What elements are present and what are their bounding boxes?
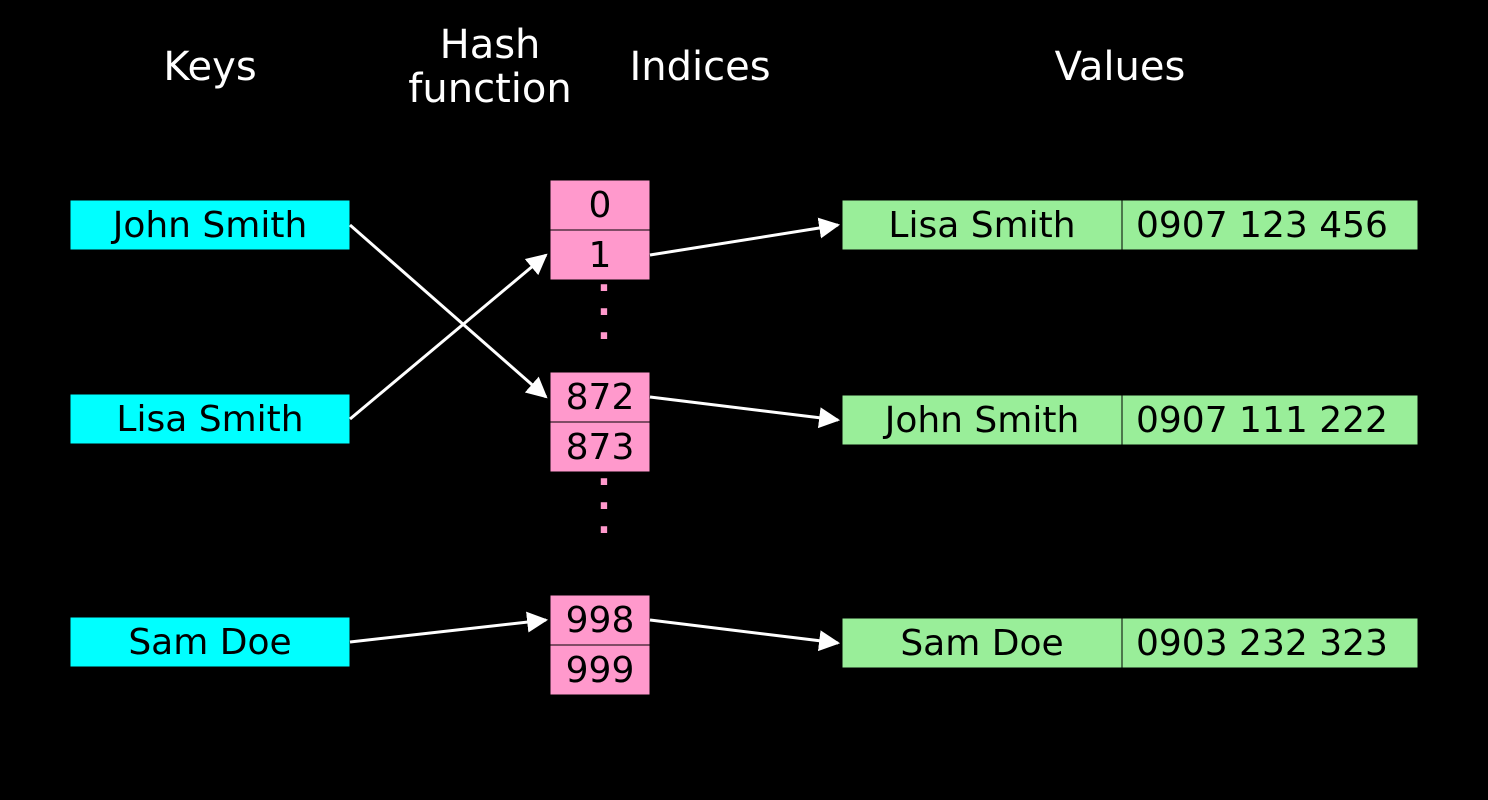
heading-indices: Indices — [629, 44, 770, 90]
value-name-label: Sam Doe — [900, 623, 1063, 664]
values-layer: Lisa Smith 0907 123 456 John Smith 0907 111… — [842, 200, 1418, 668]
arrow-index-to-value — [650, 225, 838, 255]
ellipsis-dot: · — [597, 316, 611, 357]
index-label: 872 — [566, 377, 635, 418]
arrow-key-to-index — [350, 225, 546, 397]
index-label: 0 — [589, 185, 612, 226]
heading-keys: Keys — [163, 44, 256, 90]
key-label: John Smith — [111, 205, 308, 246]
key-label: Sam Doe — [128, 622, 291, 663]
heading-values: Values — [1055, 44, 1186, 90]
value-phone-label: 0903 232 323 — [1136, 623, 1388, 664]
value-phone-label: 0907 111 222 — [1136, 400, 1388, 441]
arrow-index-to-value — [650, 620, 838, 643]
heading-hash-function: Hashfunction — [408, 22, 571, 112]
hashmap-diagram: Keys Hashfunction Indices Values John Smith… — [0, 0, 1488, 800]
index-label: 999 — [566, 650, 635, 691]
value-name-label: John Smith — [883, 400, 1080, 441]
arrow-key-to-index — [350, 620, 546, 642]
keys-layer: John Smith Lisa Smith Sam Doe — [70, 200, 350, 667]
arrow-key-to-index — [350, 255, 546, 419]
key-label: Lisa Smith — [116, 399, 303, 440]
index-label: 998 — [566, 600, 635, 641]
headings-layer: Keys Hashfunction Indices Values — [163, 22, 1185, 112]
arrow-index-to-value — [650, 397, 838, 420]
value-name-label: Lisa Smith — [888, 205, 1075, 246]
value-phone-label: 0907 123 456 — [1136, 205, 1388, 246]
indices-layer: 01872873998999 — [550, 180, 650, 695]
ellipsis-dot: · — [597, 510, 611, 551]
